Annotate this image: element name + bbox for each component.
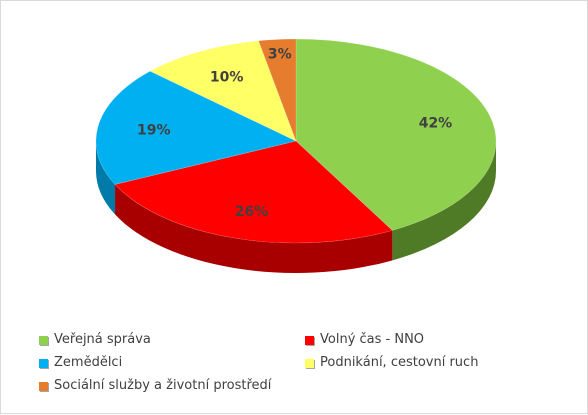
legend-item-zemedelci: Zemědělci [39,354,122,372]
data-label-volny-cas-nno: 26% [235,204,269,220]
legend-item-socialni-sluzby-a-zivotni-prostredi: Sociální služby a životní prostředí [39,377,271,395]
legend-swatch [305,358,314,368]
legend-label: Podnikání, cestovní ruch [320,355,479,370]
data-label-podnikani-cestovni-ruch: 10% [210,70,244,86]
legend-swatch [39,358,48,368]
pie-side-volny-cas-nno [115,184,393,273]
data-label-socialni-sluzby-a-zivotni-prostredi: 3% [268,47,292,63]
legend-item-volny-cas-nno: Volný čas - NNO [305,331,424,349]
legend-item-podnikani-cestovni-ruch: Podnikání, cestovní ruch [305,354,478,372]
pie-side-zemedelci [96,141,116,215]
pie-slice-socialni-sluzby-a-zivotni-prostredi [258,38,297,142]
data-label-verejna-sprava: 42% [419,116,453,132]
data-label-zemedelci: 19% [137,123,171,139]
pie-side-verejna-sprava [392,141,496,261]
legend-item-verejna-sprava: Veřejná správa [39,331,151,349]
legend-label: Zemědělci [54,355,123,370]
legend-label: Sociální služby a životní prostředí [54,378,272,393]
legend-swatch [305,335,314,345]
legend-swatch [39,335,48,345]
legend-swatch [39,381,48,391]
legend-label: Veřejná správa [54,332,151,347]
pie-slice-podnikani-cestovni-ruch [149,40,297,142]
pie-slice-verejna-sprava [295,38,497,231]
pie-slice-zemedelci [95,70,297,185]
pie-slice-volny-cas-nno [114,140,393,244]
legend-label: Volný čas - NNO [320,332,425,347]
